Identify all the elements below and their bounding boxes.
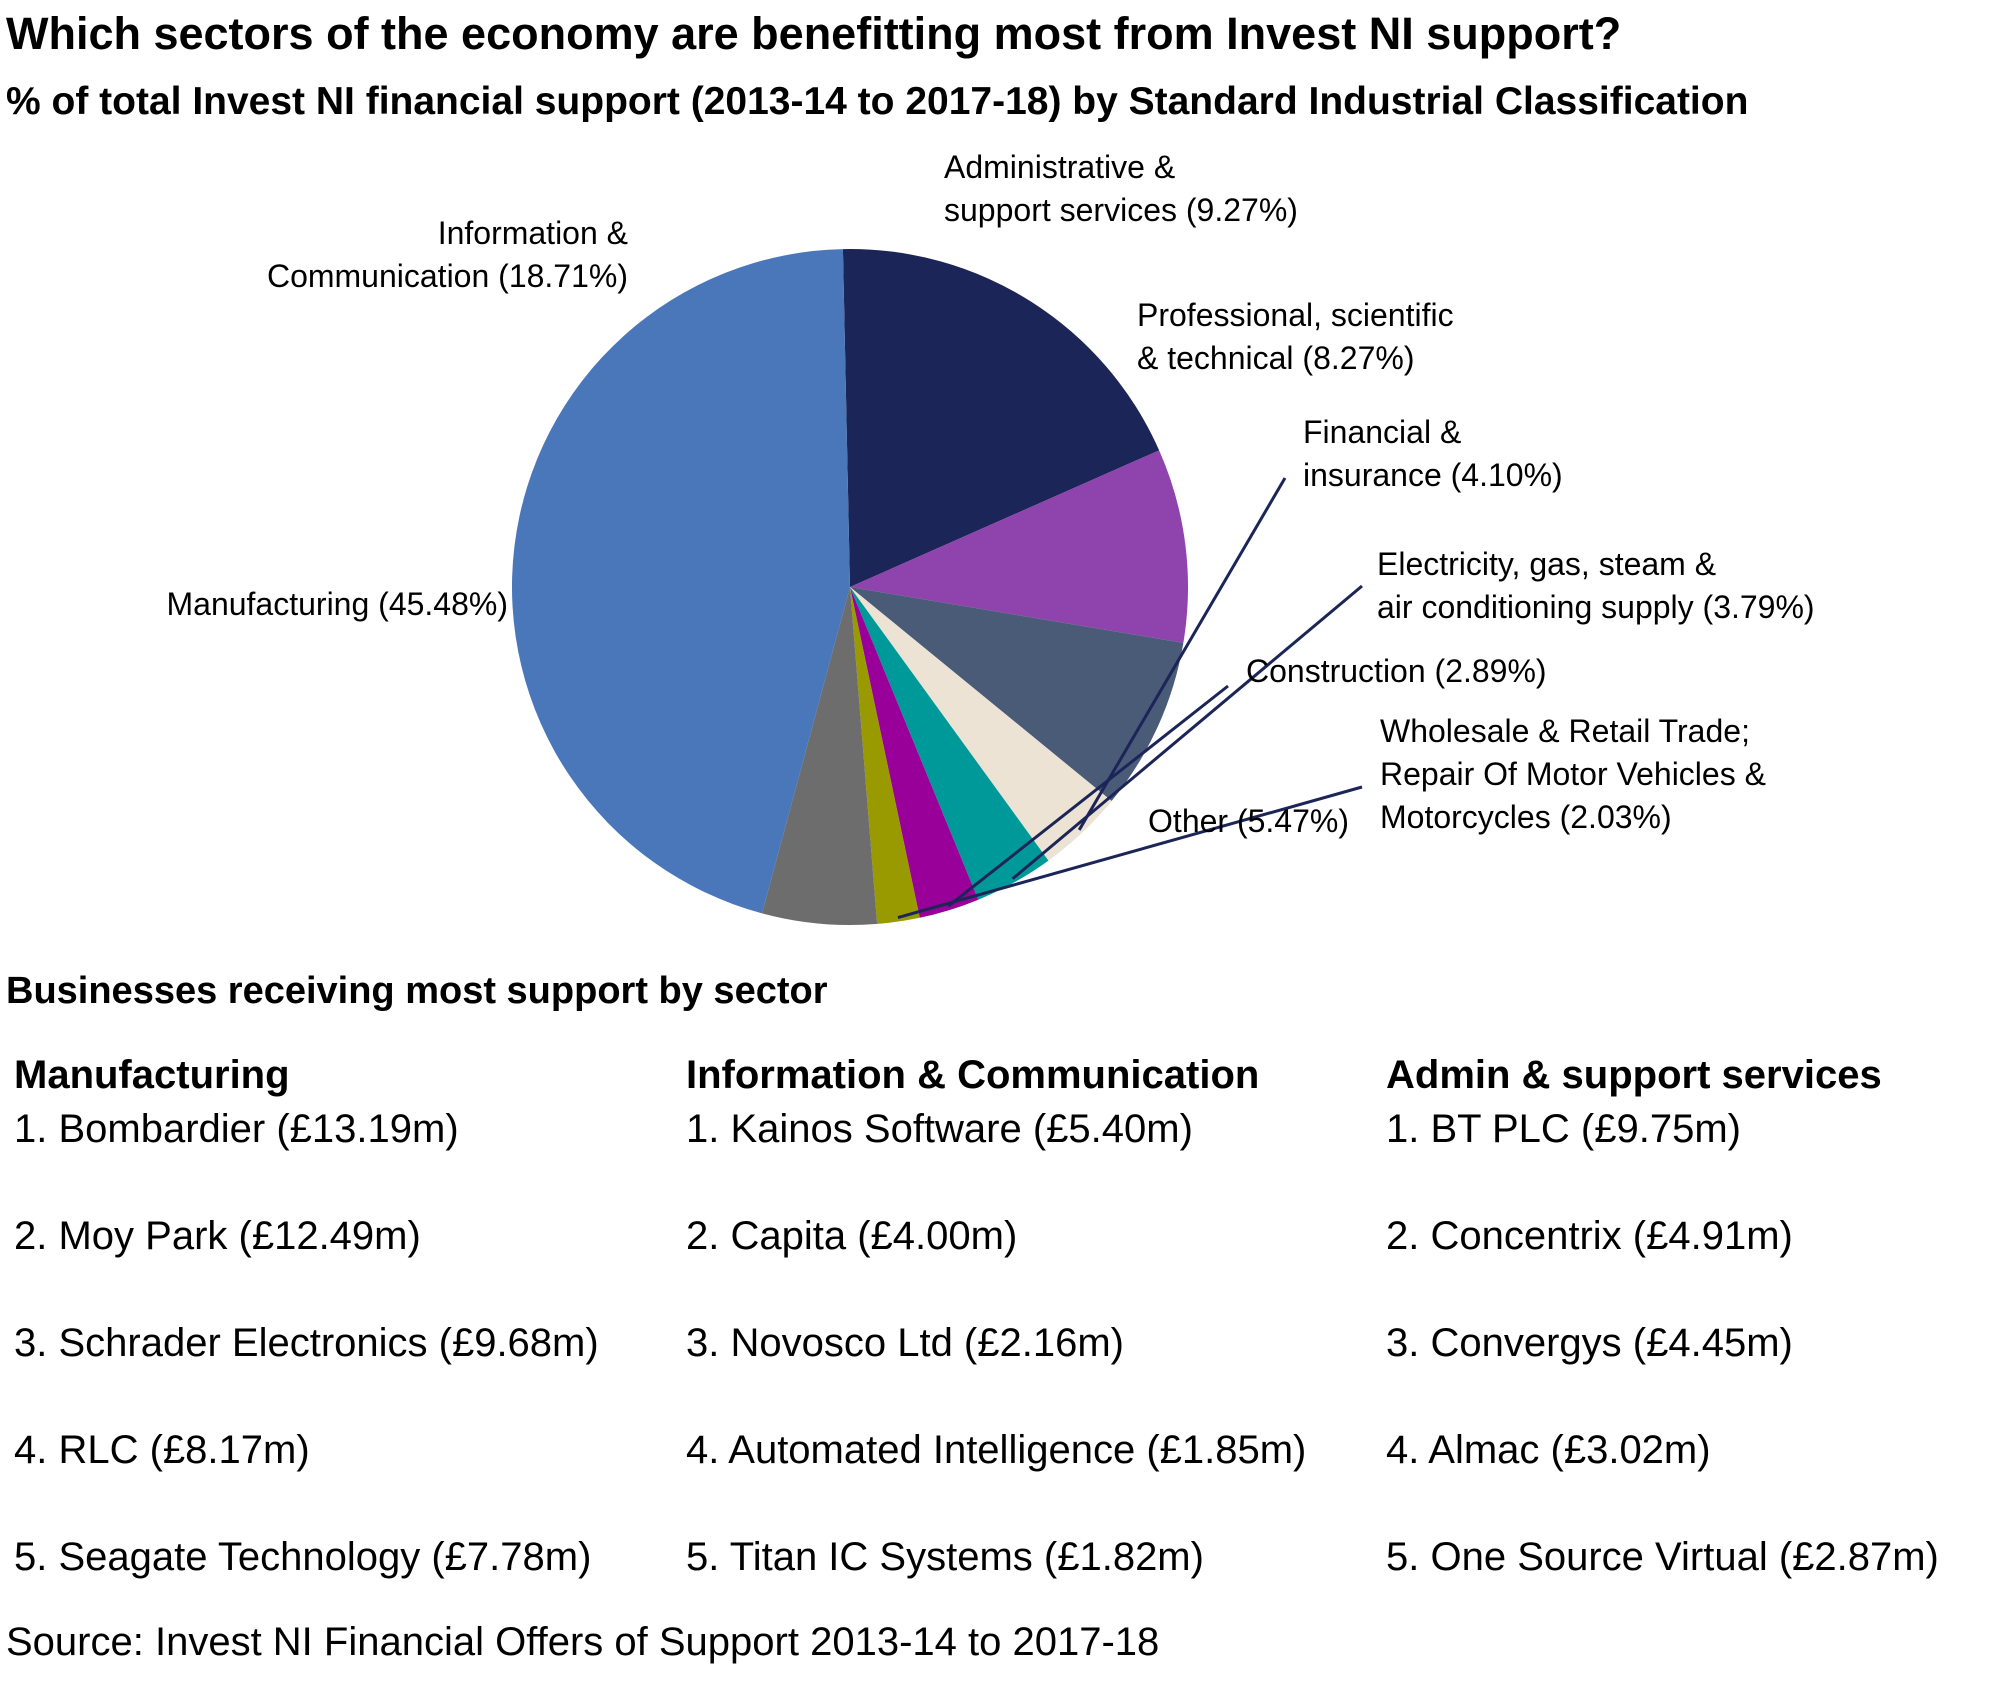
pie-slice <box>850 587 1184 802</box>
business-item: 5. Titan IC Systems (£1.82m) <box>686 1535 1204 1579</box>
slice-label: Electricity, gas, steam & air conditionin… <box>1377 546 1815 625</box>
slice-label: Administrative & support services (9.27%) <box>944 149 1298 228</box>
slice-label: Financial & insurance (4.10%) <box>1303 414 1563 493</box>
leader-line <box>1077 477 1287 831</box>
pie-slice <box>850 450 1189 643</box>
business-item: 3. Schrader Electronics (£9.68m) <box>14 1321 599 1365</box>
business-item: 1. BT PLC (£9.75m) <box>1386 1107 1741 1151</box>
slice-label: Professional, scientific & technical (8.2… <box>1137 297 1454 376</box>
slice-label: Construction (2.89%) <box>1246 653 1547 689</box>
pie-slice <box>842 248 1160 587</box>
business-item: 3. Convergys (£4.45m) <box>1386 1321 1793 1365</box>
business-item: 3. Novosco Ltd (£2.16m) <box>686 1321 1124 1365</box>
leader-line <box>1011 584 1363 880</box>
leader-line <box>947 684 1229 908</box>
column-manufacturing: Manufacturing 1. Bombardier (£13.19m) 2.… <box>14 1048 599 1637</box>
page-title: Which sectors of the economy are benefit… <box>6 8 1622 59</box>
source-note: Source: Invest NI Financial Offers of Su… <box>6 1620 1160 1664</box>
business-item: 2. Capita (£4.00m) <box>686 1214 1018 1258</box>
business-item: 4. Automated Intelligence (£1.85m) <box>686 1428 1307 1472</box>
business-item: 2. Concentrix (£4.91m) <box>1386 1214 1793 1258</box>
business-item: 1. Bombardier (£13.19m) <box>14 1107 459 1151</box>
leader-line <box>897 785 1363 919</box>
slice-label: Information & Communication (18.71%) <box>267 215 628 294</box>
business-item: 2. Moy Park (£12.49m) <box>14 1214 421 1258</box>
businesses-heading: Businesses receiving most support by sec… <box>6 970 828 1012</box>
column-heading: Admin & support services <box>1386 1053 1882 1097</box>
column-information-communication: Information & Communication 1. Kainos So… <box>686 1048 1306 1637</box>
business-item: 1. Kainos Software (£5.40m) <box>686 1107 1193 1151</box>
column-admin-support: Admin & support services 1. BT PLC (£9.7… <box>1386 1048 1939 1637</box>
pie-slice <box>511 249 850 914</box>
chart-subtitle: % of total Invest NI financial support (… <box>6 80 1749 123</box>
pie-slice <box>762 587 878 926</box>
business-item: 5. One Source Virtual (£2.87m) <box>1386 1535 1939 1579</box>
pie-slice <box>850 587 1049 900</box>
business-item: 5. Seagate Technology (£7.78m) <box>14 1535 592 1579</box>
column-heading: Manufacturing <box>14 1053 290 1097</box>
slice-label: Manufacturing (45.48%) <box>166 586 508 622</box>
column-heading: Information & Communication <box>686 1053 1260 1097</box>
pie-chart: Information & Communication (18.71%) Admin… <box>166 149 1815 926</box>
slice-label: Wholesale & Retail Trade; Repair Of Motor… <box>1380 713 1766 835</box>
pie-slice <box>850 587 920 924</box>
slice-label: Other (5.47%) <box>1148 803 1349 839</box>
pie-slice <box>850 587 1112 861</box>
business-item: 4. RLC (£8.17m) <box>14 1428 310 1472</box>
pie-slice <box>850 587 979 918</box>
business-item: 4. Almac (£3.02m) <box>1386 1428 1711 1472</box>
